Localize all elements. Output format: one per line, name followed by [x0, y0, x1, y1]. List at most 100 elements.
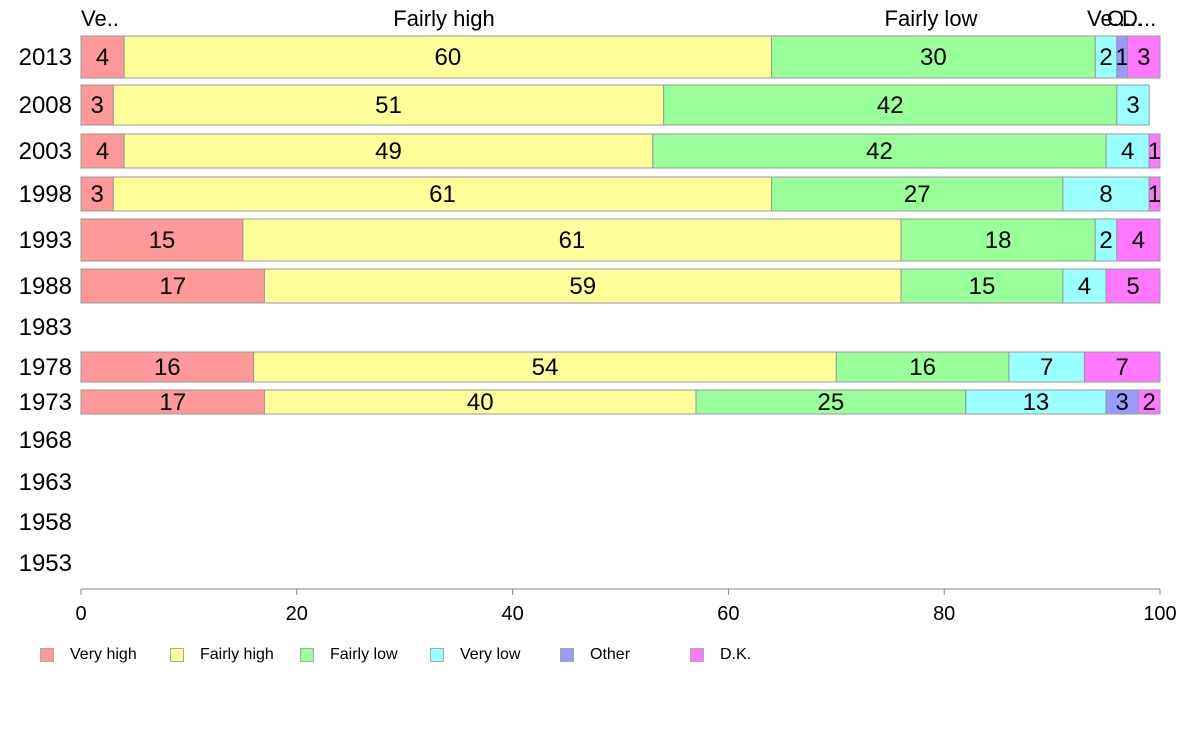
- category-label: 1963: [19, 469, 72, 496]
- data-label: 2: [1143, 389, 1156, 416]
- data-label: 51: [375, 92, 402, 119]
- bar-segment: [652, 133, 1107, 169]
- data-label: 7: [1040, 354, 1053, 381]
- legend-label: Fairly low: [330, 646, 398, 663]
- bar-segment: [123, 133, 654, 169]
- x-tick-label: 60: [717, 603, 739, 625]
- legend-label: Other: [590, 646, 631, 663]
- x-tick-label: 100: [1143, 603, 1176, 625]
- bar-segment: [771, 176, 1064, 212]
- data-label: 4: [1121, 138, 1134, 165]
- bar-segment: [900, 218, 1096, 262]
- data-label: 3: [91, 92, 104, 119]
- data-label: 1: [1148, 138, 1161, 165]
- category-label: 1953: [19, 550, 72, 577]
- legend-label: Very low: [460, 646, 521, 663]
- bar-segment: [80, 218, 244, 262]
- data-label: 27: [904, 181, 931, 208]
- bar-segment: [253, 351, 837, 383]
- legend-swatch: [300, 648, 314, 662]
- category-label: 1978: [19, 354, 72, 381]
- top-series-label: D...: [1122, 6, 1156, 31]
- data-label: 13: [1023, 389, 1050, 416]
- data-label: 61: [429, 181, 456, 208]
- bar-segment: [1127, 35, 1161, 79]
- data-label: 7: [1116, 354, 1129, 381]
- category-label: 1998: [19, 181, 72, 208]
- bar-segment: [1116, 84, 1150, 126]
- legend-item: Very low: [430, 645, 520, 665]
- legend-label: Very high: [70, 646, 137, 663]
- top-series-label: Ve..: [81, 6, 119, 31]
- top-series-label: O...: [1107, 6, 1142, 31]
- category-label: 1983: [19, 314, 72, 341]
- data-label: 2: [1099, 227, 1112, 254]
- x-tick-label: 0: [75, 603, 86, 625]
- data-label: 61: [559, 227, 586, 254]
- bar-segment: [1008, 351, 1085, 383]
- data-label: 15: [149, 227, 176, 254]
- data-label: 16: [154, 354, 181, 381]
- bar-segment: [112, 84, 665, 126]
- legend-swatch: [170, 648, 184, 662]
- bar-segment: [80, 351, 255, 383]
- bar-segment: [263, 268, 902, 304]
- x-tick-label: 40: [501, 603, 523, 625]
- bar-segment: [1062, 268, 1107, 304]
- bar-segment: [1105, 268, 1161, 304]
- legend-swatch: [430, 648, 444, 662]
- data-label: 40: [467, 389, 494, 416]
- data-label: 42: [866, 138, 893, 165]
- category-label: 1958: [19, 509, 72, 536]
- data-label: 4: [96, 138, 109, 165]
- legend-item: Fairly low: [300, 645, 398, 665]
- category-label: 2003: [19, 138, 72, 165]
- bar-segment: [263, 389, 697, 415]
- category-label: 1973: [19, 389, 72, 416]
- bar-segment: [1137, 389, 1161, 415]
- bar-segment: [1083, 351, 1161, 383]
- data-label: 1: [1116, 44, 1129, 71]
- legend-swatch: [690, 648, 704, 662]
- bar-segment: [80, 133, 125, 169]
- data-label: 59: [569, 273, 596, 300]
- data-label: 3: [1126, 92, 1139, 119]
- legend-item: Fairly high: [170, 645, 274, 665]
- data-label: 60: [435, 44, 462, 71]
- bar-segment: [663, 84, 1118, 126]
- bar-segment: [123, 35, 773, 79]
- legend-label: Fairly high: [200, 646, 274, 663]
- bar-segment: [1148, 176, 1161, 212]
- data-label: 25: [818, 389, 845, 416]
- bar-segment: [771, 35, 1096, 79]
- data-label: 17: [159, 389, 186, 416]
- category-label: 1988: [19, 273, 72, 300]
- data-label: 2: [1099, 44, 1112, 71]
- data-label: 1: [1148, 181, 1161, 208]
- bar-segment: [1105, 133, 1150, 169]
- bar-segment: [1105, 389, 1139, 415]
- x-tick-label: 20: [286, 603, 308, 625]
- category-label: 2008: [19, 92, 72, 119]
- data-label: 4: [96, 44, 109, 71]
- data-label: 5: [1126, 273, 1139, 300]
- legend-swatch: [40, 648, 54, 662]
- data-label: 8: [1099, 181, 1112, 208]
- category-label: 1993: [19, 227, 72, 254]
- legend-swatch: [560, 648, 574, 662]
- data-label: 17: [159, 273, 186, 300]
- top-series-label: Fairly high: [393, 6, 494, 31]
- data-label: 54: [532, 354, 559, 381]
- bar-segment: [1116, 218, 1161, 262]
- bar-segment: [900, 268, 1064, 304]
- legend-item: D.K.: [690, 645, 751, 665]
- data-label: 3: [91, 181, 104, 208]
- category-label: 1968: [19, 427, 72, 454]
- x-tick-label: 80: [933, 603, 955, 625]
- legend-item: Very high: [40, 645, 137, 665]
- data-label: 49: [375, 138, 402, 165]
- data-label: 15: [969, 273, 996, 300]
- data-label: 16: [909, 354, 936, 381]
- bar-segment: [80, 389, 265, 415]
